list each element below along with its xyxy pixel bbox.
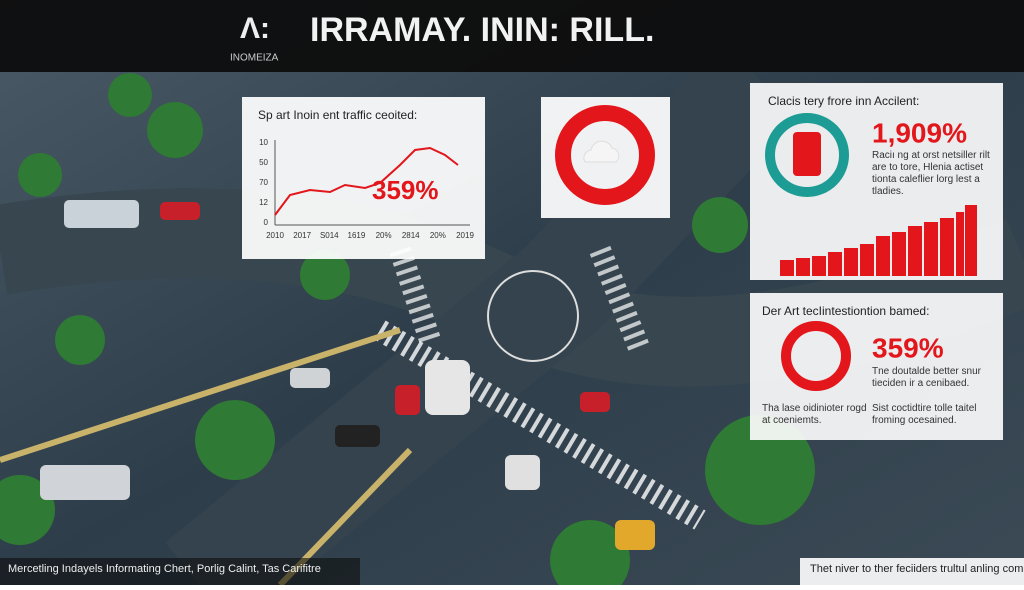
y-label: 0 <box>264 218 269 227</box>
donut-panel <box>541 97 670 218</box>
x-label: 2814 <box>402 231 420 240</box>
footer-left: Mercetling Indayels Informating Chert, P… <box>8 563 321 575</box>
header-bar <box>0 0 1024 72</box>
line-panel: Sp art Inoin ent traffic ceoited: 10 50 70… <box>242 97 485 259</box>
x-label: 2019 <box>456 231 474 240</box>
panel-title: Clacis tery frore inn Accilent: <box>768 94 919 108</box>
footer-bg <box>0 558 360 585</box>
description: Tne doutalde better snur tieciden ir a c… <box>872 366 981 389</box>
panel-title: Der Art tecIintestiontion bamed: <box>762 304 929 318</box>
y-label: 70 <box>259 178 268 187</box>
x-label: 20% <box>376 231 392 240</box>
highlight: 1,909% <box>872 117 967 148</box>
x-label: 20% <box>430 231 446 240</box>
accident-panel: Clacis tery frore inn Accilent: 1,909% R… <box>750 83 1003 280</box>
x-label: S014 <box>320 231 339 240</box>
y-label: 12 <box>259 198 268 207</box>
logo: Λ: <box>240 12 270 45</box>
x-label: 2017 <box>293 231 311 240</box>
description: Raciı ng at orst netsiller rilt are to t… <box>872 150 990 197</box>
note: Tha lase oidinioter rogd at coeniemts. <box>762 403 867 426</box>
page-title: IRRAMAY. ININ: RILL. <box>310 11 654 49</box>
logo-sub: INOMEIZA <box>230 53 279 64</box>
vehicles <box>40 200 655 550</box>
trend-line <box>274 146 459 216</box>
highlight: 359% <box>872 332 944 363</box>
y-label: 10 <box>259 138 268 147</box>
highlight: 359% <box>372 175 439 205</box>
panel-title: Sp art Inoin ent traffic ceoited: <box>258 108 417 122</box>
footer-right: Thet niver to ther feciiders trultul anl… <box>810 563 1024 575</box>
x-label: 1619 <box>348 231 366 240</box>
y-label: 50 <box>259 158 268 167</box>
note: Sist coctidtire tolle taitel froming oce… <box>872 403 977 426</box>
tech-panel: Der Art tecIintestiontion bamed: 359% Tn… <box>750 293 1003 440</box>
footer-bg <box>800 558 1024 585</box>
x-label: 2010 <box>266 231 284 240</box>
trees <box>0 73 815 590</box>
